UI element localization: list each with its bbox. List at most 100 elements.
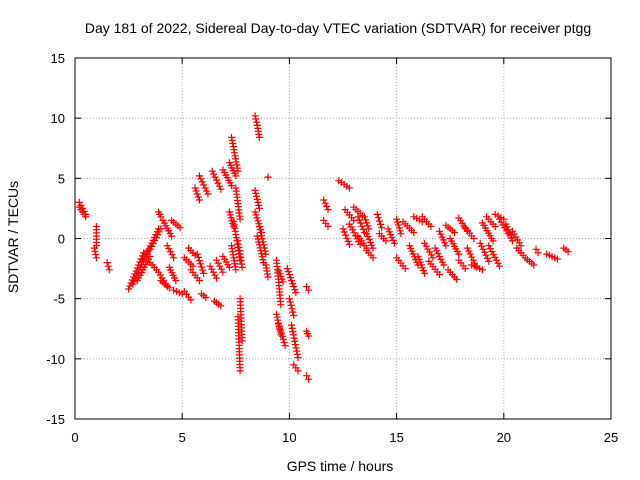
data-point: [187, 296, 195, 304]
data-point: [260, 241, 268, 249]
data-point: [496, 262, 503, 270]
data-point: [214, 179, 222, 187]
data-point: [491, 223, 499, 230]
data-point: [264, 273, 272, 281]
data-point: [168, 251, 176, 259]
data-point: [377, 220, 384, 228]
data-point: [483, 254, 491, 262]
data-point: [290, 334, 298, 342]
y-tick-label: -10: [46, 352, 65, 367]
data-point: [285, 295, 293, 303]
data-point: [481, 248, 488, 256]
chart-title: Day 181 of 2022, Sidereal Day-to-day VTE…: [85, 20, 591, 36]
data-point: [451, 229, 458, 236]
data-point: [194, 193, 202, 201]
data-point: [194, 253, 202, 261]
y-tick-label: 10: [51, 111, 65, 126]
data-point: [478, 266, 486, 274]
data-point: [234, 167, 242, 175]
data-point: [369, 254, 377, 262]
data-point: [214, 259, 222, 267]
data-point: [277, 301, 285, 309]
data-point: [195, 277, 203, 285]
data-point: [374, 214, 382, 222]
data-point: [285, 271, 293, 279]
data-point: [157, 225, 165, 233]
data-point: [288, 305, 296, 313]
data-point: [345, 241, 353, 248]
data-point: [253, 195, 261, 203]
data-point: [436, 271, 443, 279]
data-point: [303, 372, 311, 380]
data-point: [225, 263, 233, 271]
data-point: [219, 268, 227, 276]
data-point: [345, 184, 353, 192]
data-point: [146, 253, 154, 260]
data-point: [476, 239, 484, 247]
data-point: [294, 367, 302, 375]
data-point: [485, 257, 493, 265]
data-point: [91, 247, 99, 255]
data-point: [92, 254, 100, 262]
data-point: [324, 206, 332, 214]
data-point: [517, 242, 525, 250]
data-point: [258, 235, 266, 243]
data-point: [195, 257, 203, 265]
y-tick-label: 5: [58, 171, 65, 186]
data-point: [232, 172, 240, 180]
data-point: [199, 266, 207, 274]
data-point: [238, 337, 246, 345]
data-point: [209, 268, 217, 276]
data-point: [197, 175, 205, 183]
data-point: [288, 277, 295, 285]
data-point: [157, 213, 165, 221]
data-point: [252, 189, 260, 197]
data-point: [277, 326, 284, 334]
data-point: [176, 224, 184, 232]
data-point: [357, 219, 365, 227]
data-point: [340, 228, 348, 236]
data-point: [213, 176, 220, 184]
data-point: [165, 245, 173, 253]
data-point: [461, 265, 469, 273]
y-axis-label: SDTVAR / TECUs: [5, 181, 21, 293]
data-point: [215, 182, 223, 190]
data-points: [75, 112, 572, 383]
data-point: [532, 245, 540, 253]
data-point: [105, 266, 113, 274]
data-point: [534, 249, 542, 257]
data-point: [303, 283, 311, 291]
y-tick-label: 15: [51, 51, 65, 66]
data-point: [397, 230, 405, 238]
data-point: [290, 312, 298, 319]
x-tick-label: 20: [497, 430, 511, 445]
data-point: [466, 250, 474, 258]
data-point: [455, 250, 463, 258]
data-point: [193, 190, 201, 198]
data-point: [492, 256, 500, 264]
data-point: [362, 216, 369, 224]
data-point: [259, 256, 267, 264]
data-point: [125, 285, 133, 293]
data-point: [273, 313, 281, 321]
data-point: [391, 239, 398, 247]
data-point: [279, 335, 287, 343]
data-point: [211, 173, 219, 181]
data-point: [253, 118, 260, 126]
data-point: [482, 251, 490, 259]
data-point: [275, 320, 283, 328]
data-point: [90, 244, 98, 252]
data-point: [287, 301, 295, 309]
data-point: [228, 182, 235, 190]
data-point: [291, 286, 299, 294]
data-point: [196, 260, 204, 268]
data-point: [321, 199, 329, 207]
x-tick-label: 5: [179, 430, 186, 445]
data-point: [202, 294, 210, 301]
data-point: [463, 244, 471, 252]
data-point: [382, 237, 390, 245]
data-point: [289, 328, 297, 336]
data-point: [324, 223, 332, 230]
data-point: [287, 274, 294, 282]
data-point: [165, 284, 173, 292]
